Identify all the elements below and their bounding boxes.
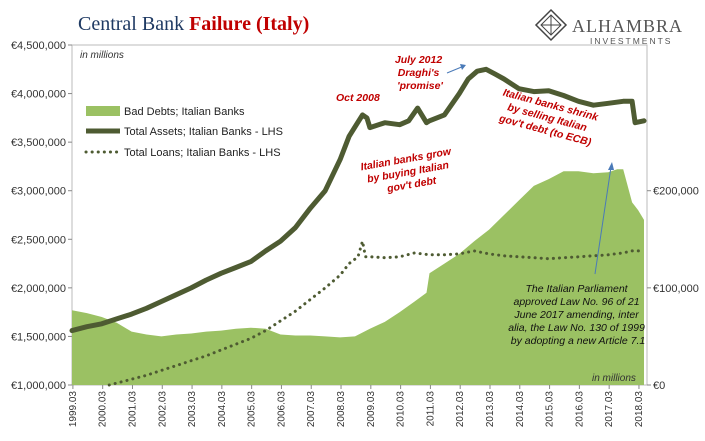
series-area-bad-debts xyxy=(72,169,644,385)
annotation-arrow-law xyxy=(594,166,612,275)
x-axis-tick-label: 2016.03 xyxy=(574,391,585,428)
x-axis-tick-label: 2013.03 xyxy=(485,391,496,428)
x-axis-tick-label: 2006.03 xyxy=(276,391,287,428)
x-axis-tick-label: 2003.03 xyxy=(187,391,198,428)
x-axis-tick-label: 2002.03 xyxy=(157,391,168,428)
annotation-banks-grow: Italian banks grow by buying Italian gov… xyxy=(360,145,460,199)
x-axis-tick-label: 1999.03 xyxy=(68,391,79,428)
x-axis-tick-label: 2005.03 xyxy=(247,391,258,428)
left-axis-tick-label: €4,500,000 xyxy=(11,40,66,52)
x-axis-tick-label: 2012.03 xyxy=(455,391,466,428)
brand-logo-icon xyxy=(534,8,568,42)
left-axis-tick-label: €2,500,000 xyxy=(11,234,66,246)
chart-title: Central Bank Failure (Italy) xyxy=(78,13,309,35)
right-axis-tick-label: €200,000 xyxy=(653,186,699,198)
right-axis-tick-label: €0 xyxy=(653,380,665,392)
legend-swatch-bad-debts xyxy=(86,106,120,116)
legend-label-total-loans: Total Loans; Italian Banks - LHS xyxy=(124,147,281,159)
left-axis-tick-label: €1,000,000 xyxy=(11,380,66,392)
left-axis-tick-label: €1,500,000 xyxy=(11,331,66,343)
left-axis-tick-label: €4,000,000 xyxy=(11,89,66,101)
legend-label-bad-debts: Bad Debts; Italian Banks xyxy=(124,106,245,118)
annotation-arrowhead-law xyxy=(608,162,614,170)
brand-subtitle: INVESTMENTS xyxy=(590,36,672,46)
bad-debts-area-layer xyxy=(72,169,644,385)
left-axis-tick-label: €3,500,000 xyxy=(11,137,66,149)
annotation-oct-2008: Oct 2008 xyxy=(336,92,380,104)
x-axis-tick-label: 2004.03 xyxy=(217,391,228,428)
series-lines-layer xyxy=(69,66,647,387)
series-line-total-loans xyxy=(107,240,646,387)
left-axis-tick-label: €2,000,000 xyxy=(11,283,66,295)
right-axis-tick-label: €100,000 xyxy=(653,283,699,295)
x-axis-tick-label: 2000.03 xyxy=(98,391,109,428)
annotation-july-2012: July 2012 Draghi's 'promise' xyxy=(395,54,445,92)
legend: Bad Debts; Italian Banks Total Assets; I… xyxy=(84,106,283,159)
series-line-total-assets xyxy=(69,66,647,334)
legend-label-total-assets: Total Assets; Italian Banks - LHS xyxy=(124,126,283,138)
x-axis-tick-label: 2001.03 xyxy=(127,391,138,428)
x-axis-tick-label: 2017.03 xyxy=(604,391,615,428)
x-axis-tick-label: 2018.03 xyxy=(634,391,645,428)
left-axis-unit-label: in millions xyxy=(80,50,124,61)
left-axis-tick-label: €3,000,000 xyxy=(11,186,66,198)
right-axis-unit-label: in millions xyxy=(592,373,636,384)
x-axis-tick-label: 2011.03 xyxy=(425,391,436,427)
annotation-banks-shrink: Italian banks shrink by selling Italian … xyxy=(495,87,602,150)
brand-name: ALHAMBRA xyxy=(572,16,683,36)
x-axis-tick-label: 2007.03 xyxy=(306,391,317,428)
x-axis-tick-label: 2009.03 xyxy=(366,391,377,428)
annotation-law-96: The Italian Parliament approved Law No. … xyxy=(508,283,648,347)
x-axis-tick-label: 2010.03 xyxy=(396,391,407,428)
x-axis-tick-label: 2015.03 xyxy=(545,391,556,428)
annotation-arrowhead-draghi xyxy=(460,64,466,70)
x-axis-tick-label: 2014.03 xyxy=(515,391,526,428)
axes-layer: €1,000,000 €1,500,000 €2,000,000 €2,500,000… xyxy=(11,40,699,427)
x-axis-tick-label: 2008.03 xyxy=(336,391,347,428)
